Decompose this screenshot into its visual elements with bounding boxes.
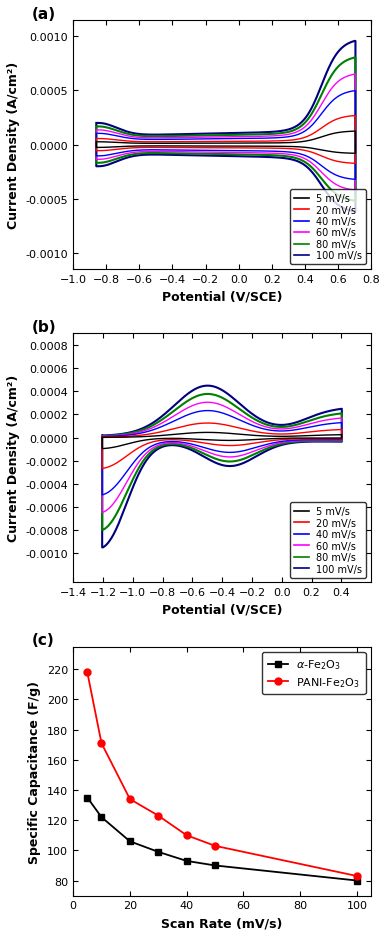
Text: (b): (b) [31,319,56,334]
Y-axis label: Specific Capacitance (F/g): Specific Capacitance (F/g) [28,680,41,863]
Legend: $\alpha$-Fe$_2$O$_3$, PANI-Fe$_2$O$_3$: $\alpha$-Fe$_2$O$_3$, PANI-Fe$_2$O$_3$ [262,652,366,695]
X-axis label: Potential (V/SCE): Potential (V/SCE) [162,603,283,616]
Legend: 5 mV/s, 20 mV/s, 40 mV/s, 60 mV/s, 80 mV/s, 100 mV/s: 5 mV/s, 20 mV/s, 40 mV/s, 60 mV/s, 80 mV… [290,190,366,265]
Y-axis label: Current Density (A/cm²): Current Density (A/cm²) [7,374,20,542]
Text: (a): (a) [31,7,55,22]
Y-axis label: Current Density (A/cm²): Current Density (A/cm²) [7,62,20,229]
X-axis label: Scan Rate (mV/s): Scan Rate (mV/s) [161,916,283,929]
Legend: 5 mV/s, 20 mV/s, 40 mV/s, 60 mV/s, 80 mV/s, 100 mV/s: 5 mV/s, 20 mV/s, 40 mV/s, 60 mV/s, 80 mV… [290,503,366,578]
Text: (c): (c) [31,633,54,648]
X-axis label: Potential (V/SCE): Potential (V/SCE) [162,290,283,303]
